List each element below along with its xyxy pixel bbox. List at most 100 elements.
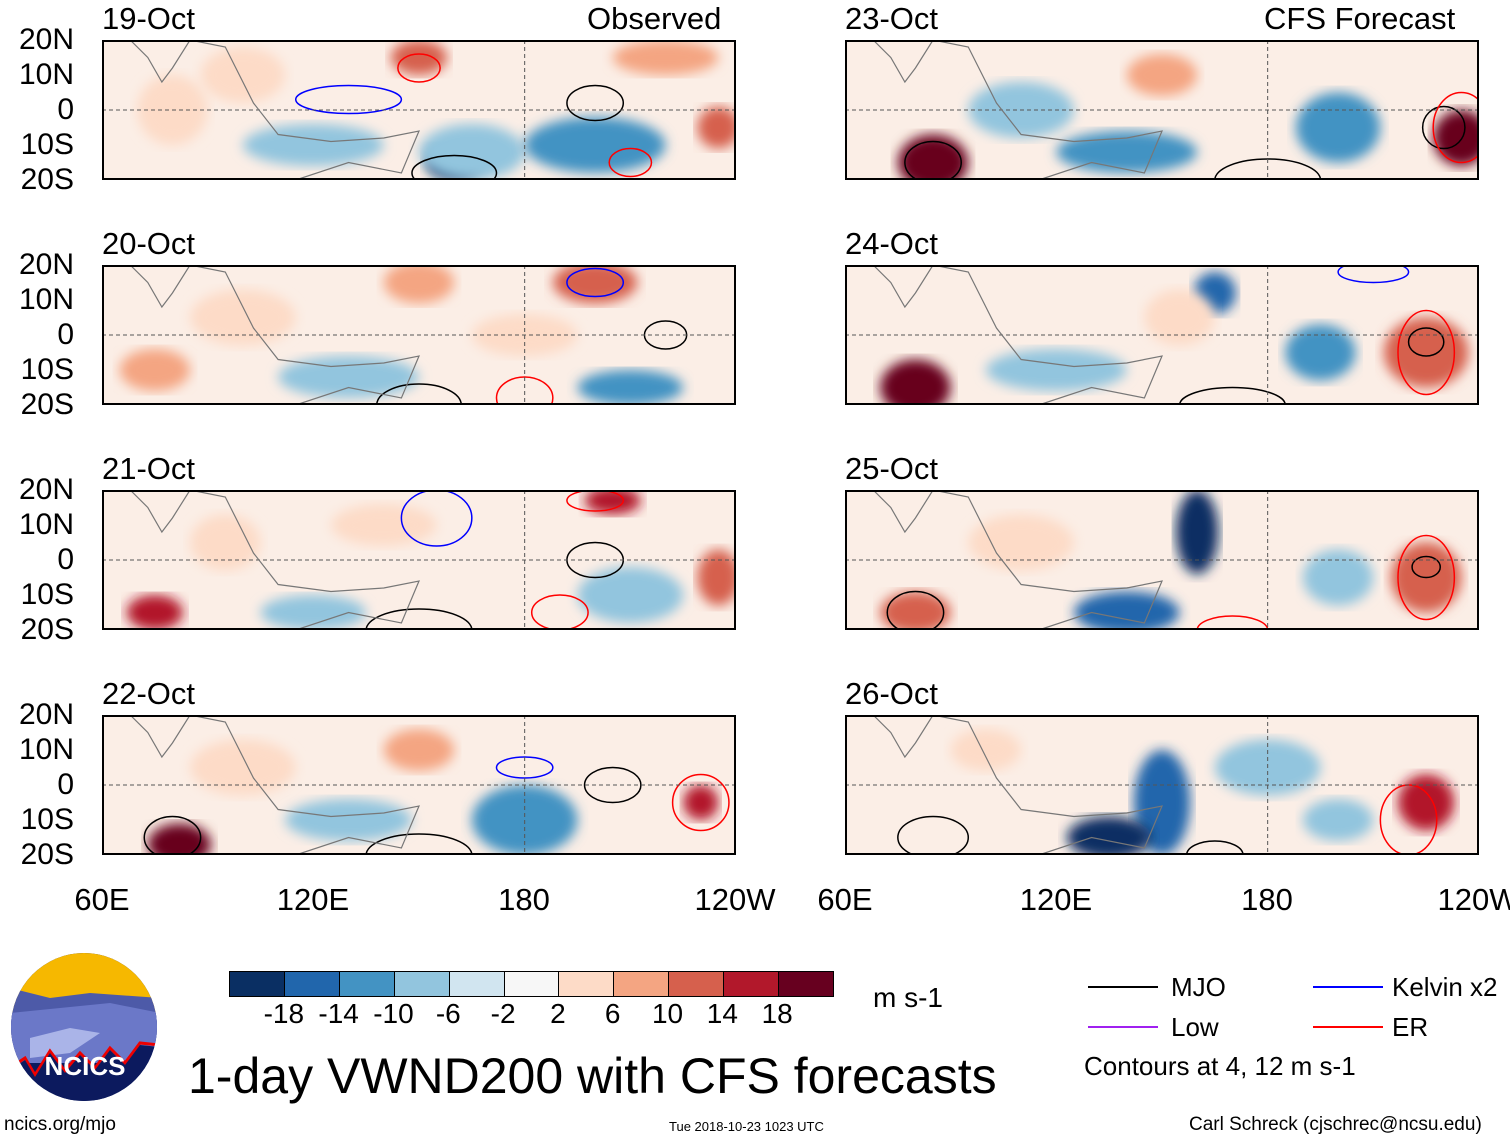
y-tick-label: 20N [18, 248, 74, 281]
filtered-wave-contour [365, 608, 473, 630]
wind-anomaly-region [1397, 774, 1455, 831]
x-tick-label: 120W [1437, 882, 1510, 917]
filtered-wave-contour [608, 147, 653, 178]
wind-anomaly-region [119, 349, 191, 391]
y-tick-label: 10S [20, 353, 74, 386]
colorbar-swatch [779, 972, 833, 996]
legend-label-mjo: MJO [1171, 972, 1226, 1002]
colorbar-tick-label: -10 [373, 998, 414, 1029]
coastline [129, 715, 420, 855]
column-title-forecast: CFS Forecast [1264, 1, 1456, 36]
coastline [129, 490, 420, 630]
y-tick-label: 10N [18, 733, 74, 766]
x-tick-label: 60E [817, 882, 873, 917]
legend-line-low [1088, 1026, 1158, 1028]
y-tick-label: 10N [18, 58, 74, 91]
colorbar-tick-label: 10 [651, 998, 684, 1029]
filtered-wave-contour [583, 766, 642, 804]
filtered-wave-contour [294, 84, 403, 115]
panel-frame [845, 265, 1479, 405]
wind-anomaly-region [383, 729, 455, 771]
filtered-wave-contour [1411, 555, 1442, 579]
panel-date-label: 20-Oct [102, 226, 196, 261]
coastline [872, 265, 1163, 405]
coastline [872, 490, 1163, 630]
panel-frame [102, 715, 736, 855]
legend-label-low: Low [1171, 1012, 1219, 1042]
footer-timestamp: Tue 2018-10-23 1023 UTC [669, 1119, 824, 1134]
colorbar-tick-label: 2 [550, 998, 566, 1029]
panel-frame [845, 490, 1479, 630]
wind-anomaly-region [200, 47, 286, 103]
wind-anomaly-region [1176, 490, 1219, 574]
panel-frame [845, 715, 1479, 855]
wind-anomaly-region [880, 591, 951, 630]
filtered-wave-contour [365, 833, 473, 855]
wind-anomaly-region [524, 117, 666, 173]
footer-credit: Carl Schreck (cjschrec@ncsu.edu) [1189, 1114, 1482, 1135]
y-tick-label: 10N [18, 283, 74, 316]
filtered-wave-contour [1196, 615, 1269, 630]
contour-note: Contours at 4, 12 m s-1 [1084, 1051, 1356, 1081]
panel-frame [102, 40, 736, 180]
legend-line-er [1313, 1026, 1383, 1028]
wind-anomaly-region [697, 106, 736, 149]
y-tick-label: 10S [20, 128, 74, 161]
wind-anomaly-region [1126, 54, 1198, 96]
colorbar-swatch [449, 972, 505, 996]
wind-anomaly-region [1295, 92, 1381, 163]
filtered-wave-contour [1337, 265, 1410, 284]
wind-anomaly-region [584, 490, 641, 515]
filtered-wave-contour [1178, 386, 1287, 405]
coastline [872, 40, 1163, 180]
filtered-wave-contour [671, 773, 730, 832]
wind-anomaly-region [1302, 799, 1374, 841]
wind-anomaly-region [419, 124, 525, 180]
colorbar-tick-label: -18 [263, 998, 305, 1029]
wind-anomaly-region [126, 595, 184, 630]
legend-line-kelvin [1313, 986, 1383, 988]
filtered-wave-contour [397, 53, 441, 83]
wind-anomaly-region [260, 595, 367, 630]
logo-text: NCICS [45, 1051, 126, 1081]
wind-anomaly-region [190, 289, 296, 346]
wind-anomaly-region [278, 356, 419, 398]
x-tick-label: 60E [74, 882, 130, 917]
coastline [129, 265, 420, 405]
y-tick-label: 20N [18, 473, 74, 506]
map-panel [102, 40, 736, 180]
colorbar-tick-label: -6 [435, 998, 461, 1029]
panel-date-label: 23-Oct [845, 1, 939, 36]
wind-anomaly-region [330, 504, 437, 546]
colorbar-swatch [339, 972, 395, 996]
colorbar-swatch [394, 972, 450, 996]
colorbar-swatch [230, 972, 285, 996]
y-tick-label: 0 [57, 543, 74, 576]
footer-url[interactable]: ncics.org/mjo [4, 1114, 116, 1135]
y-tick-label: 0 [57, 768, 74, 801]
y-tick-label: 0 [57, 318, 74, 351]
colorbar [229, 971, 834, 997]
coastline [129, 40, 420, 180]
y-tick-label: 20S [20, 388, 74, 421]
filtered-wave-contour [886, 590, 945, 630]
colorbar-tick-label: 18 [761, 998, 793, 1029]
wind-anomaly-region [577, 567, 684, 623]
filtered-wave-contour [143, 815, 202, 855]
colorbar-swatch [559, 972, 615, 996]
colorbar-swatch [724, 972, 780, 996]
panel-date-label: 24-Oct [845, 226, 939, 261]
y-tick-label: 10S [20, 803, 74, 836]
wind-anomaly-region [285, 799, 412, 841]
panel-date-label: 19-Oct [102, 1, 196, 36]
y-tick-label: 10N [18, 508, 74, 541]
x-tick-label: 120E [1019, 882, 1093, 917]
legend-label-er: ER [1392, 1012, 1429, 1042]
x-tick-label: 180 [1241, 882, 1293, 917]
x-tick-label: 120E [276, 882, 350, 917]
filtered-wave-contour [904, 140, 962, 180]
x-tick-label: 180 [498, 882, 550, 917]
map-panel [845, 265, 1479, 405]
wind-anomaly-region [1144, 289, 1215, 346]
wind-anomaly-region [968, 514, 1074, 571]
